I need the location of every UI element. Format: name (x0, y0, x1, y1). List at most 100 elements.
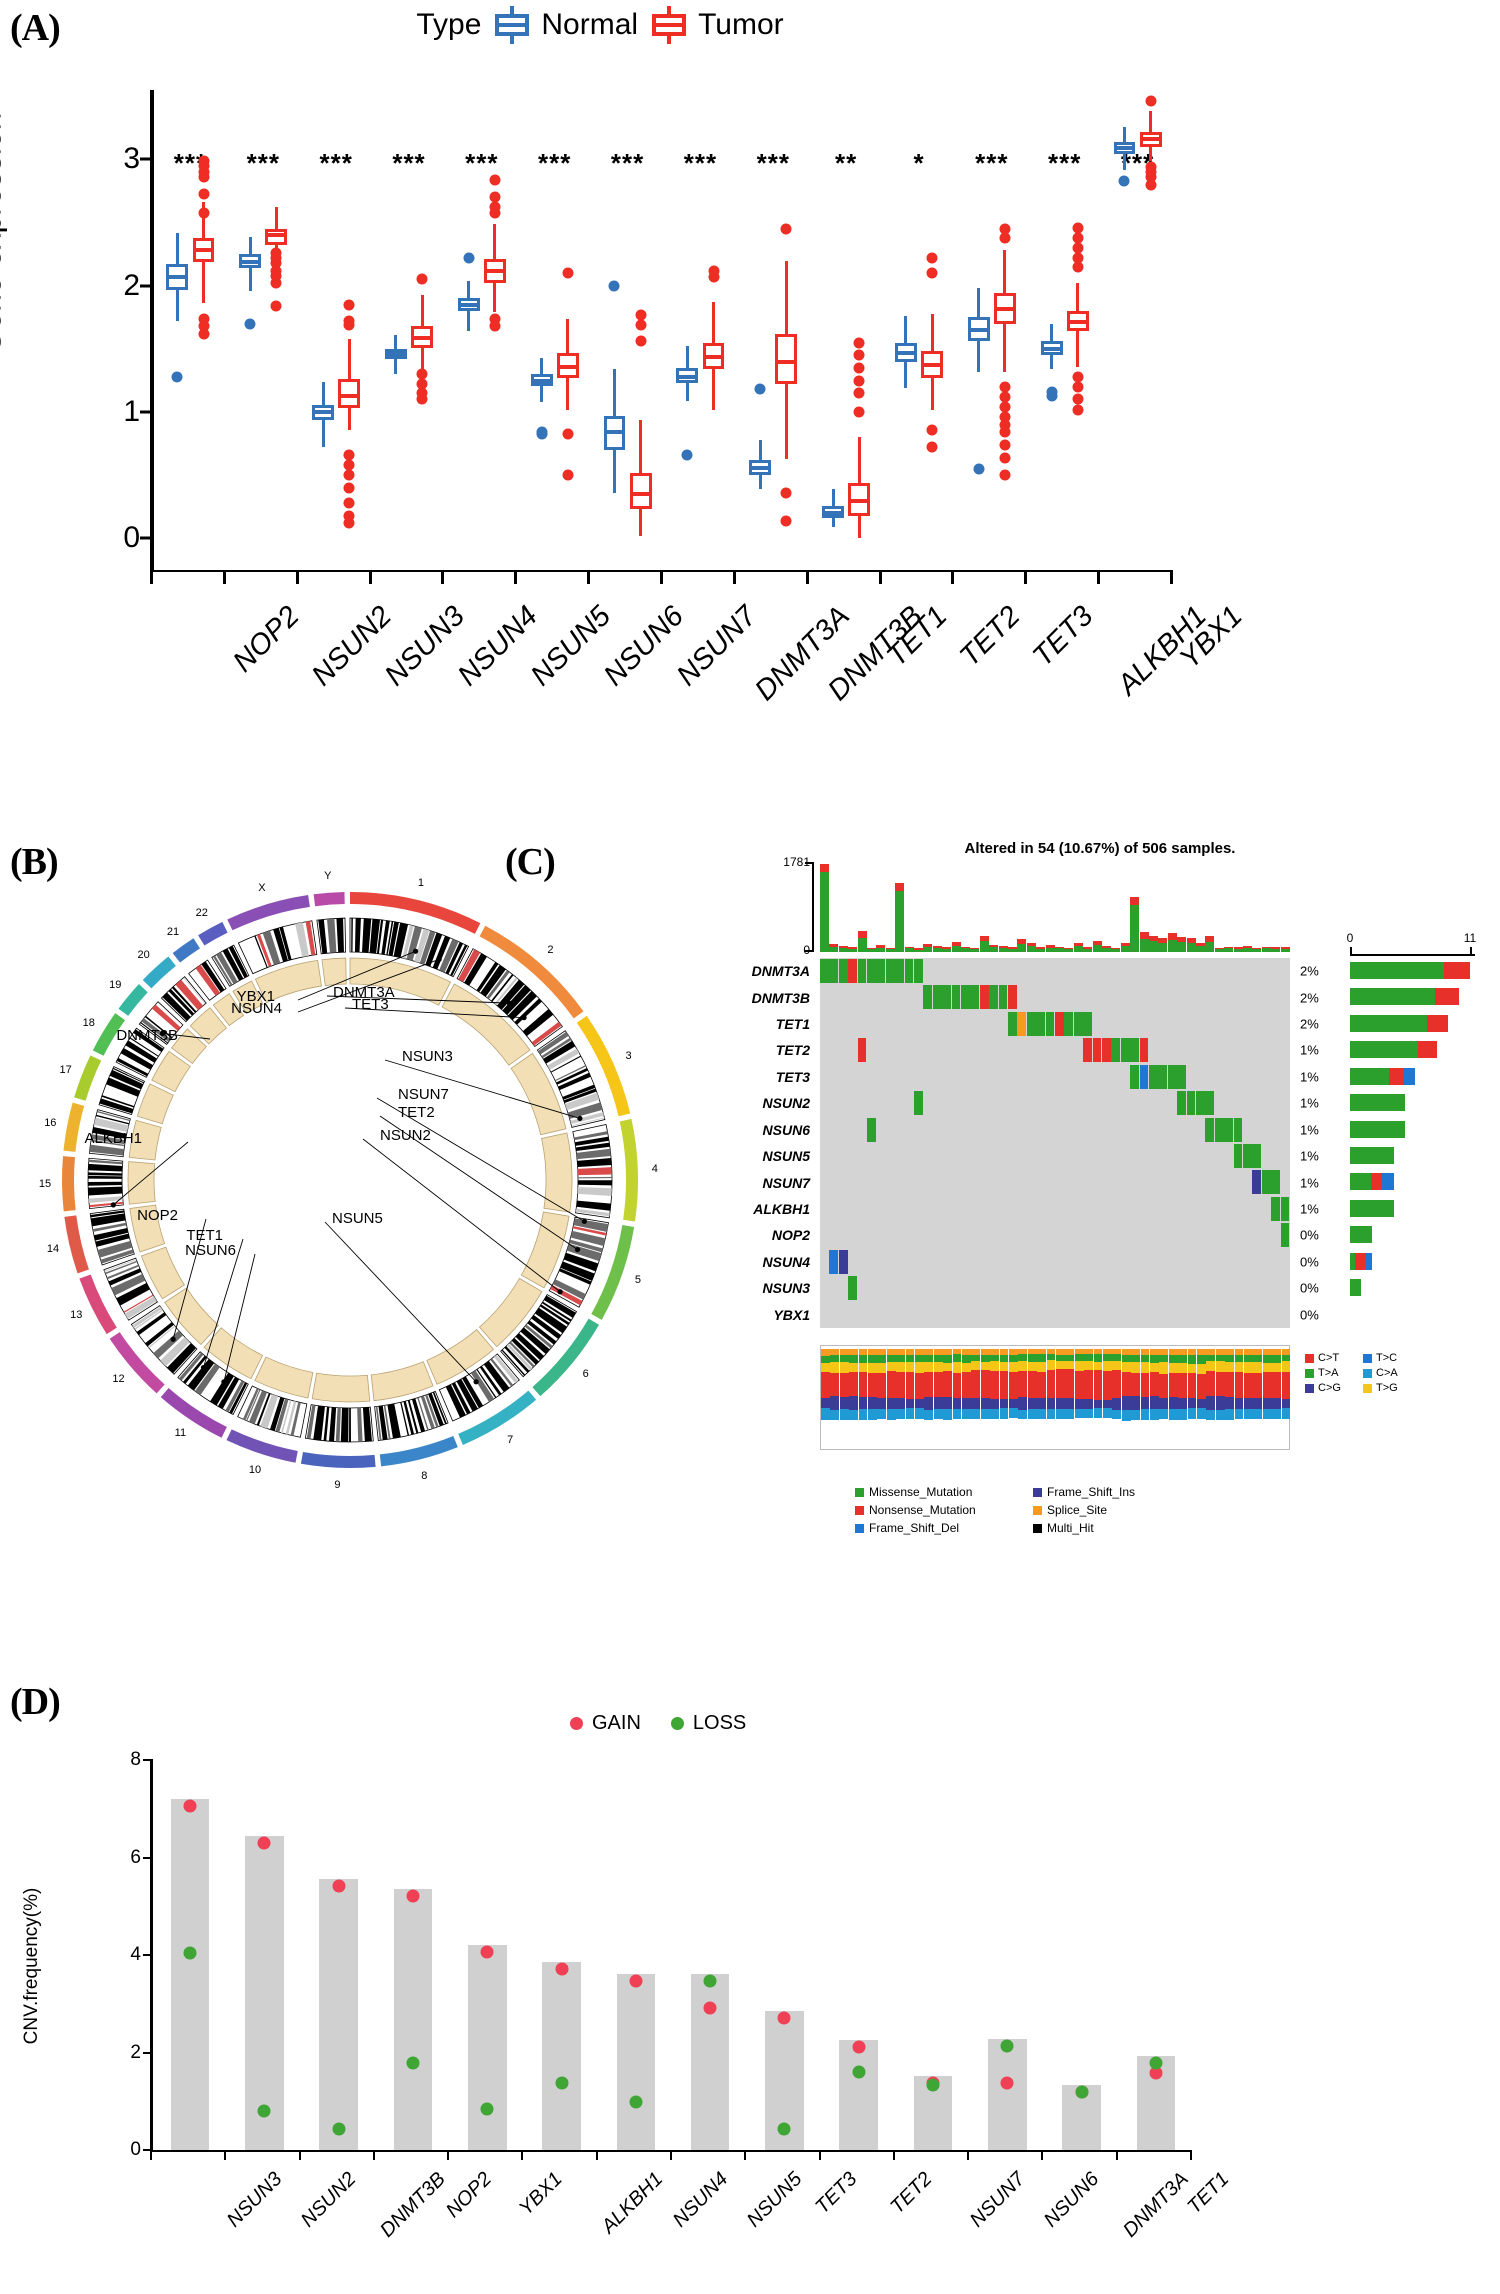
loss-point-TET1 (1149, 2056, 1163, 2070)
chromosome-arc-9 (300, 1451, 376, 1468)
tmb-bar-22 (1027, 1349, 1037, 1449)
ideogram-band (571, 1117, 605, 1127)
mutation-cell (829, 959, 839, 983)
mutation-cell (942, 985, 951, 1010)
ideogram-band (88, 1159, 123, 1165)
chromosome-arc-13 (79, 1274, 117, 1335)
gain-point-TET2 (852, 2040, 866, 2054)
tmb-bar-8 (896, 1349, 905, 1449)
mutation-cell (998, 985, 1008, 1010)
top-bar-21 (1017, 939, 1027, 952)
mutation-cell (1083, 1038, 1092, 1063)
x-tick-mark-NSUN7 (660, 570, 663, 584)
gene-leader-DNMT3B (162, 1033, 211, 1040)
x-tick-mark-TET1 (878, 570, 882, 584)
ideogram-band (543, 1040, 576, 1064)
x-axis-label-TET1: TET1 (1183, 2168, 1234, 2219)
oncoplot-row-NSUN4: NSUN4 0% (763, 1249, 1319, 1275)
ideogram-band (541, 1301, 572, 1322)
gene-marker-TET2 (575, 1246, 581, 1253)
gain-point-DNMT3B (332, 1879, 346, 1893)
mutation-cell (1036, 1011, 1045, 1036)
significance-TET2: * (913, 148, 925, 178)
tmb-legend-label-T>C: T>C (1376, 1352, 1398, 1364)
mutation-cell (1055, 1011, 1064, 1036)
ideogram-band (524, 1324, 553, 1349)
ideogram-band (560, 1261, 595, 1281)
tmb-bar-48 (1272, 1349, 1281, 1449)
ideogram-band (576, 1200, 611, 1211)
mutation-cell (1252, 1144, 1262, 1168)
right-axis-label-0: 0 (1346, 931, 1354, 945)
gene-leader-NSUN6 (223, 1253, 256, 1382)
gene-label-TET2: TET2 (398, 1104, 435, 1121)
mutation-cell (1271, 1170, 1280, 1195)
y-tick-label-8: 8 (130, 1749, 141, 1770)
ideogram-band (133, 1029, 164, 1053)
gene-label-NOP2: NOP2 (137, 1207, 178, 1224)
legend-key-normal: Normal (495, 6, 638, 44)
tmb-bar-46 (1253, 1349, 1263, 1449)
boxplot-glyph-tumor (652, 6, 687, 44)
x-tick-mark-start (150, 2150, 152, 2160)
gene-row-percent-ALKBH1: 1% (1300, 1201, 1319, 1217)
ideogram-band (425, 1394, 439, 1428)
mutation-legend-row-0: Missense_Mutation Frame_Shift_Ins (855, 1485, 1193, 1499)
ideogram-band (90, 1139, 125, 1147)
tmb-bar-13 (943, 1349, 952, 1449)
mutation-legend-row-1: Nonsense_Mutation Splice_Site (855, 1503, 1193, 1517)
chromosome-arc-3 (576, 1015, 631, 1117)
ideogram-band (124, 1296, 157, 1320)
top-bar-32 (1120, 943, 1130, 952)
chromosome-arc-1 (350, 892, 481, 934)
chromosome-label-13: 13 (70, 1308, 83, 1321)
mutation-cell (1280, 1223, 1290, 1248)
tmb-bar-44 (1234, 1349, 1244, 1449)
gene-row-percent-TET2: 1% (1300, 1042, 1319, 1058)
inner-track-19 (170, 1028, 207, 1064)
chromosome-label-1: 1 (417, 877, 425, 890)
mutation-legend-label-Splice_Site: Splice_Site (1047, 1503, 1108, 1517)
tmb-bar-0 (821, 1349, 830, 1449)
right-axis-tick-1 (1470, 947, 1472, 954)
mutation-cell (1008, 985, 1017, 1010)
y-tick-label-2: 2 (123, 268, 140, 302)
significance-NSUN6: *** (538, 148, 572, 178)
tmb-bar-18 (990, 1349, 999, 1449)
gene-leader-NSUN2 (362, 1138, 561, 1293)
tmb-bar-29 (1093, 1349, 1103, 1449)
tmb-legend-label-T>G: T>G (1376, 1382, 1398, 1394)
ideogram-band (229, 1382, 248, 1414)
top-bar-5 (867, 947, 876, 952)
gene-label-TET1: TET1 (186, 1227, 223, 1244)
chromosome-label-16: 16 (44, 1117, 57, 1130)
chromosome-arc-X (227, 895, 310, 931)
ideogram-band (183, 1355, 207, 1384)
tmb-bar-5 (868, 1349, 877, 1449)
cnv-bar-ALKBH1 (542, 1962, 581, 2150)
oncoplot-row-NSUN2: NSUN2 1% (763, 1090, 1319, 1116)
ideogram-band (151, 1004, 181, 1031)
ideogram-band (577, 1167, 612, 1176)
ideogram-band (496, 979, 525, 1010)
tmb-legend-item-C>T: C>T (1305, 1352, 1351, 1364)
ideogram-band (95, 1114, 130, 1125)
gene-marker-NSUN3 (577, 1115, 583, 1122)
ideogram-band (260, 1394, 279, 1429)
gene-leader-TET1 (203, 1238, 244, 1368)
mutation-cell (979, 985, 989, 1010)
mutation-cell (1167, 1064, 1177, 1089)
mutation-legend-label-Nonsense_Mutation: Nonsense_Mutation (869, 1503, 976, 1517)
ideogram-band (144, 1015, 173, 1039)
ideogram-band (543, 1295, 576, 1318)
top-bar-16 (970, 947, 980, 952)
ideogram-band (106, 1264, 140, 1280)
top-bar-29 (1092, 940, 1102, 952)
ideogram-band (563, 1088, 597, 1104)
ideogram-band (145, 1322, 174, 1347)
chromosome-arc-12 (109, 1332, 165, 1394)
tmb-legend-row-1: T>A C>A (1305, 1367, 1409, 1379)
ideogram-track-X (237, 920, 318, 975)
x-tick-mark-TET2 (892, 2150, 895, 2160)
mutation-cell (829, 1249, 839, 1274)
